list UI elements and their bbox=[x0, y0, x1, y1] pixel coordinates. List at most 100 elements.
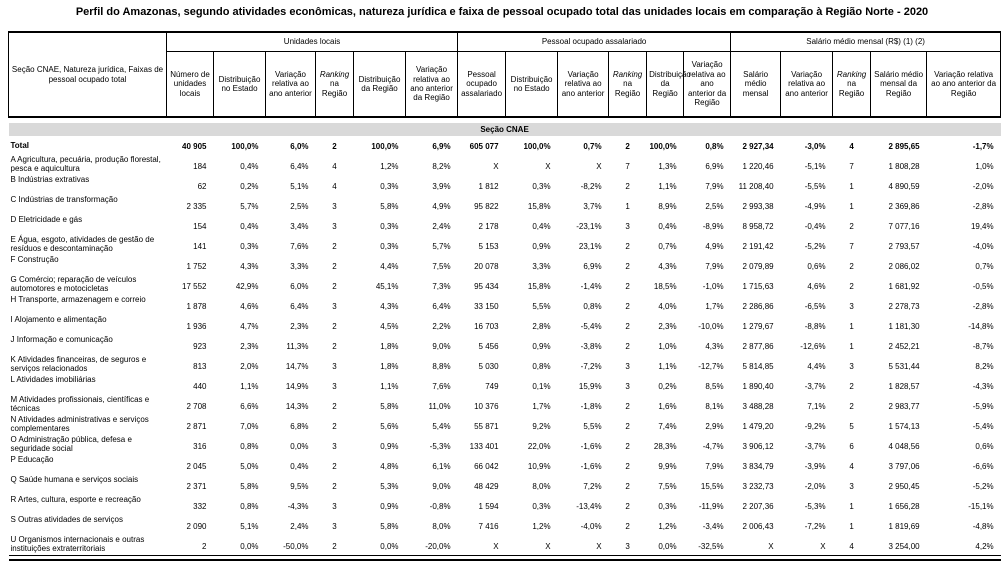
cell: -1,7% bbox=[972, 142, 994, 151]
cell: 2 793,57 bbox=[888, 242, 920, 251]
cell: 2 895,65 bbox=[888, 142, 920, 151]
col-header-pessoal-assalariado: Pessoal ocupado assalariado bbox=[457, 51, 507, 118]
row-label: S Outras atividades de serviços bbox=[10, 515, 124, 524]
cell: 3 906,12 bbox=[742, 442, 774, 451]
cell: 2 bbox=[332, 541, 337, 551]
cell: 42,9% bbox=[235, 282, 259, 291]
row-label: P Educação bbox=[10, 455, 54, 464]
cell: 2 bbox=[625, 522, 630, 531]
cell: 33 150 bbox=[474, 302, 499, 311]
cell: 6,9% bbox=[705, 162, 724, 171]
cell: 5,5% bbox=[532, 302, 551, 311]
cell: -3,0% bbox=[804, 142, 826, 151]
row-label: B Indústrias extrativas bbox=[10, 175, 90, 184]
cell: 813 bbox=[193, 362, 207, 371]
cell: 3 797,06 bbox=[888, 462, 920, 471]
cell: 4,6% bbox=[240, 302, 259, 311]
cell: 184 bbox=[193, 162, 207, 171]
cell: 2,4% bbox=[432, 222, 451, 231]
cell: 440 bbox=[193, 382, 207, 391]
cell: 48 429 bbox=[474, 482, 499, 491]
cell: 2 950,45 bbox=[888, 482, 920, 491]
cell: 3 bbox=[625, 362, 630, 371]
row-label: N Atividades administrativas e serviços … bbox=[10, 415, 149, 433]
stub-header: Seção CNAE, Natureza jurídica, Faixas de… bbox=[8, 31, 167, 118]
cell: 7,5% bbox=[658, 482, 677, 491]
cell: -9,2% bbox=[804, 422, 826, 431]
cell: 5 456 bbox=[478, 342, 499, 351]
cell: -1,0% bbox=[702, 282, 724, 291]
cell: 0,8% bbox=[240, 442, 259, 451]
cell: 1,6% bbox=[658, 402, 677, 411]
cell: 2 877,86 bbox=[742, 342, 774, 351]
cell: 6,9% bbox=[432, 142, 451, 151]
cell: 7 bbox=[849, 162, 854, 171]
cell: 0,9% bbox=[532, 342, 551, 351]
cell: -11,9% bbox=[698, 502, 724, 511]
cell: 3 bbox=[332, 202, 337, 211]
cell: -1,8% bbox=[580, 402, 602, 411]
cell: 3 bbox=[849, 302, 854, 311]
group-header-unidades-locais: Unidades locais bbox=[165, 31, 459, 52]
cell: 0,3% bbox=[532, 182, 551, 191]
cell: 6,6% bbox=[240, 402, 259, 411]
cell: 1,7% bbox=[705, 302, 724, 311]
cell: 2 bbox=[849, 222, 854, 231]
col-header-variacao-regiao-po: Variação relativa ao ano anterior da Reg… bbox=[683, 51, 732, 118]
cell: 605 077 bbox=[469, 142, 499, 151]
cell: -5,3% bbox=[804, 502, 826, 511]
ranking-italic: Ranking bbox=[836, 69, 867, 79]
cell: 3,9% bbox=[432, 182, 451, 191]
row-label: U Organismos internacionais e outras ins… bbox=[10, 535, 145, 553]
cell: -4,0% bbox=[972, 242, 994, 251]
col-header-distribuicao-regiao-ul: Distribuição da Região bbox=[353, 51, 406, 118]
cell: 3,4% bbox=[290, 222, 309, 231]
cell: 7,1% bbox=[807, 402, 826, 411]
cell: 9,0% bbox=[432, 482, 451, 491]
perfil-table: Seção CNAE, Natureza jurídica, Faixas de… bbox=[8, 31, 1002, 561]
cell: 4,4% bbox=[380, 262, 399, 271]
cell: 0,4% bbox=[240, 162, 259, 171]
cell: 2 927,34 bbox=[742, 142, 774, 151]
cell: 1 752 bbox=[186, 262, 207, 271]
cell: -8,8% bbox=[804, 322, 826, 331]
cell: 4,6% bbox=[807, 282, 826, 291]
cell: 2 bbox=[849, 262, 854, 271]
cell: 7,6% bbox=[290, 242, 309, 251]
table-row: S Outras atividades de serviços 2 090 5,1%… bbox=[9, 515, 1001, 535]
cell: 0,3% bbox=[532, 502, 551, 511]
table-row: F Construção 1 752 4,3% 3,3% 2 4,4% 7,5% 20 078… bbox=[9, 255, 1001, 275]
cell: 3 bbox=[332, 382, 337, 391]
cell: 2 178 bbox=[478, 222, 499, 231]
cell: 14,3% bbox=[285, 402, 309, 411]
col-header-salario-regiao: Salário médio mensal da Região bbox=[870, 51, 928, 118]
cell: 0,4% bbox=[240, 222, 259, 231]
cell: 3 254,00 bbox=[888, 541, 920, 551]
cell: X bbox=[768, 541, 774, 551]
cell: 0,9% bbox=[532, 242, 551, 251]
col-header-variacao-regiao-ul: Variação relativa ao ano anterior da Reg… bbox=[404, 51, 459, 118]
cell: -14,8% bbox=[968, 322, 994, 331]
cell: 2 bbox=[849, 282, 854, 291]
cell: 2 bbox=[202, 541, 207, 551]
cell: -3,7% bbox=[804, 442, 826, 451]
table-body: Total 40 905 100,0% 6,0% 2 100,0% 6,9% 605 077 1… bbox=[9, 141, 1001, 555]
col-header-distribuicao-estado-po: Distribuição no Estado bbox=[505, 51, 559, 118]
cell: 2 bbox=[625, 342, 630, 351]
row-label: K Atividades financeiras, de seguros e s… bbox=[10, 355, 147, 373]
cell: 6,4% bbox=[290, 302, 309, 311]
group-header-pessoal-ocupado: Pessoal ocupado assalariado bbox=[457, 31, 732, 52]
cell: 2 278,73 bbox=[888, 302, 920, 311]
cell: X bbox=[493, 541, 499, 551]
cell: 4,3% bbox=[240, 262, 259, 271]
cell: 749 bbox=[485, 382, 499, 391]
cell: 4 bbox=[332, 162, 337, 171]
cell: -0,8% bbox=[429, 502, 451, 511]
cell: 10 376 bbox=[474, 402, 499, 411]
cell: 11 208,40 bbox=[738, 182, 774, 191]
cell: 2 bbox=[625, 142, 630, 151]
cell: 3 bbox=[849, 362, 854, 371]
cell: 6 bbox=[849, 442, 854, 451]
table-row: K Atividades financeiras, de seguros e s… bbox=[9, 355, 1001, 375]
cell: 1 819,69 bbox=[888, 522, 920, 531]
